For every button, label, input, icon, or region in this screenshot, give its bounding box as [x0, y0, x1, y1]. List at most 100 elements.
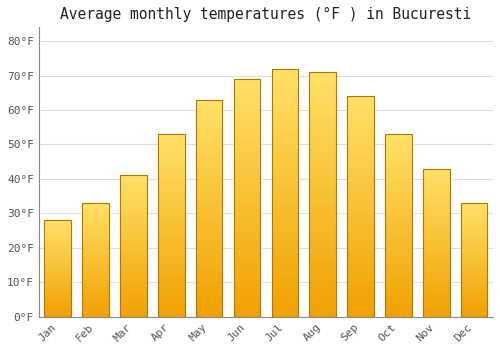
Bar [272, 173, 298, 178]
Bar [461, 260, 487, 262]
Bar [272, 178, 298, 183]
Bar [272, 103, 298, 108]
Bar [44, 267, 71, 268]
Bar [234, 179, 260, 184]
Bar [310, 278, 336, 282]
Bar [196, 156, 222, 160]
Bar [234, 107, 260, 112]
Bar [423, 290, 450, 293]
Bar [385, 229, 411, 233]
Bar [310, 195, 336, 200]
Bar [158, 182, 184, 185]
Bar [272, 188, 298, 193]
Bar [158, 163, 184, 167]
Bar [423, 278, 450, 281]
Bar [196, 182, 222, 187]
Bar [272, 79, 298, 84]
Bar [234, 169, 260, 174]
Bar [44, 249, 71, 251]
Bar [82, 310, 109, 312]
Bar [272, 312, 298, 317]
Bar [82, 226, 109, 228]
Bar [272, 128, 298, 133]
Bar [310, 248, 336, 253]
Bar [272, 257, 298, 262]
Bar [461, 258, 487, 260]
Bar [196, 152, 222, 156]
Bar [44, 253, 71, 255]
Bar [348, 303, 374, 308]
Bar [234, 150, 260, 155]
Bar [44, 261, 71, 263]
Bar [348, 224, 374, 229]
Bar [385, 171, 411, 174]
Bar [120, 232, 146, 235]
Bar [461, 276, 487, 278]
Bar [44, 238, 71, 240]
Bar [310, 116, 336, 121]
Bar [348, 123, 374, 127]
Bar [82, 262, 109, 265]
Bar [385, 291, 411, 295]
Bar [234, 141, 260, 146]
Bar [44, 244, 71, 245]
Bar [234, 198, 260, 203]
Bar [423, 258, 450, 260]
Bar [423, 172, 450, 175]
Bar [348, 255, 374, 259]
Bar [196, 300, 222, 304]
Bar [234, 236, 260, 241]
Bar [196, 291, 222, 295]
Bar [234, 103, 260, 107]
Bar [44, 311, 71, 313]
Bar [461, 278, 487, 280]
Bar [385, 156, 411, 160]
Bar [82, 267, 109, 269]
Bar [82, 212, 109, 215]
Bar [461, 248, 487, 251]
Bar [44, 245, 71, 247]
Bar [82, 312, 109, 315]
Bar [310, 72, 336, 317]
Bar [120, 195, 146, 198]
Bar [196, 187, 222, 191]
Bar [120, 178, 146, 181]
Bar [272, 153, 298, 158]
Bar [158, 207, 184, 211]
Bar [348, 167, 374, 171]
Bar [272, 118, 298, 123]
Bar [310, 106, 336, 111]
Bar [310, 238, 336, 243]
Bar [385, 284, 411, 288]
Bar [158, 167, 184, 171]
Bar [44, 274, 71, 276]
Bar [461, 274, 487, 276]
Bar [461, 237, 487, 239]
Bar [461, 287, 487, 289]
Bar [348, 259, 374, 264]
Bar [120, 288, 146, 291]
Bar [461, 308, 487, 310]
Bar [423, 272, 450, 275]
Bar [158, 189, 184, 192]
Bar [82, 221, 109, 224]
Bar [120, 224, 146, 226]
Bar [44, 247, 71, 249]
Bar [461, 226, 487, 228]
Bar [82, 205, 109, 208]
Bar [272, 232, 298, 237]
Bar [385, 145, 411, 149]
Bar [196, 139, 222, 143]
Bar [272, 277, 298, 282]
Bar [461, 310, 487, 312]
Bar [423, 219, 450, 222]
Bar [272, 307, 298, 312]
Bar [310, 229, 336, 233]
Bar [120, 181, 146, 184]
Bar [196, 113, 222, 117]
Bar [82, 292, 109, 294]
Bar [234, 260, 260, 265]
Bar [196, 108, 222, 113]
Bar [385, 215, 411, 218]
Bar [120, 263, 146, 266]
